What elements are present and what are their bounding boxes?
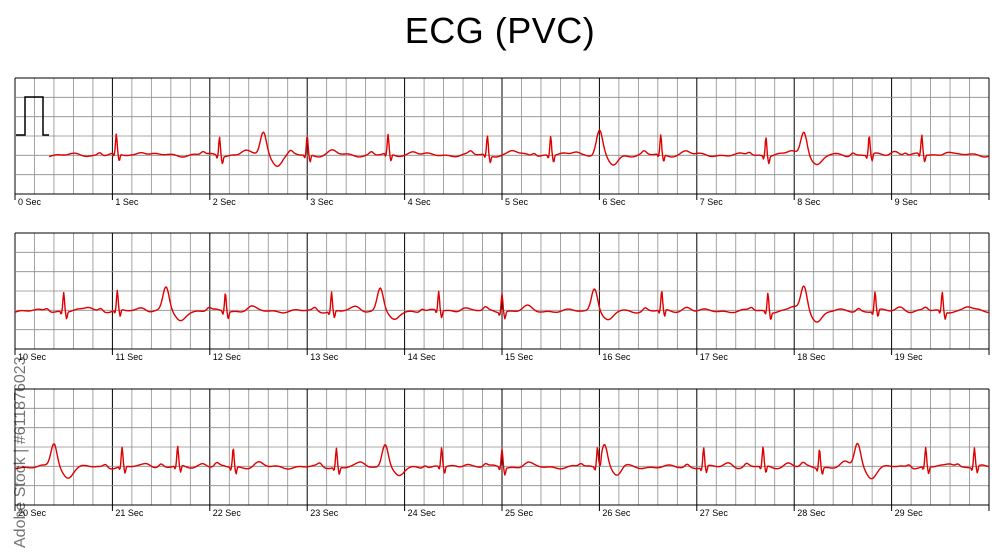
sec-label-6: 6 Sec: [602, 197, 626, 207]
watermark: Adobe Stock | #611876023: [6, 318, 29, 548]
sec-label-13: 13 Sec: [310, 352, 339, 362]
sec-label-14: 14 Sec: [408, 352, 437, 362]
sec-label-0: 0 Sec: [18, 197, 42, 207]
sec-label-20: 20 Sec: [18, 508, 47, 518]
calibration-pulse: [16, 96, 49, 136]
ecg-trace-strip-1: [48, 129, 990, 168]
sec-label-11: 11 Sec: [115, 352, 143, 362]
sec-label-23: 23 Sec: [310, 508, 339, 518]
sec-label-4: 4 Sec: [408, 197, 432, 207]
sec-label-22: 22 Sec: [213, 508, 242, 518]
sec-label-27: 27 Sec: [700, 508, 729, 518]
sec-label-18: 18 Sec: [797, 352, 826, 362]
sec-label-24: 24 Sec: [408, 508, 437, 518]
sec-label-3: 3 Sec: [310, 197, 334, 207]
sec-label-16: 16 Sec: [602, 352, 631, 362]
sec-label-9: 9 Sec: [895, 197, 919, 207]
sec-label-29: 29 Sec: [895, 508, 924, 518]
sec-label-25: 25 Sec: [505, 508, 534, 518]
sec-label-15: 15 Sec: [505, 352, 534, 362]
sec-label-28: 28 Sec: [797, 508, 826, 518]
sec-label-12: 12 Sec: [213, 352, 242, 362]
page-title: ECG (PVC): [404, 10, 596, 51]
sec-label-17: 17 Sec: [700, 352, 729, 362]
sec-label-10: 10 Sec: [18, 352, 47, 362]
sec-label-19: 19 Sec: [895, 352, 924, 362]
watermark-text: Adobe Stock | #611876023: [12, 356, 29, 548]
sec-label-7: 7 Sec: [700, 197, 724, 207]
sec-label-8: 8 Sec: [797, 197, 821, 207]
ecg-trace-strip-3: [14, 442, 990, 480]
sec-label-26: 26 Sec: [602, 508, 631, 518]
sec-label-2: 2 Sec: [213, 197, 237, 207]
sec-label-5: 5 Sec: [505, 197, 529, 207]
sec-label-21: 21 Sec: [115, 508, 144, 518]
ecg-trace-strip-2: [14, 285, 989, 323]
sec-label-1: 1 Sec: [115, 197, 139, 207]
